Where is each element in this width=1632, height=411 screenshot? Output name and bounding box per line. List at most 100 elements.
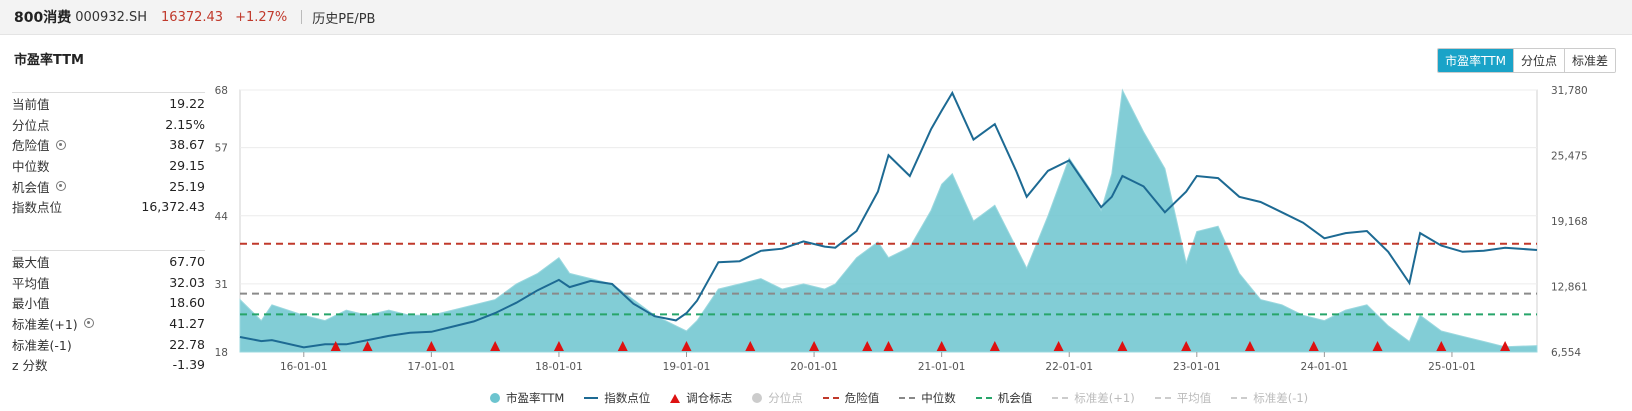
rebalance-marker — [989, 341, 1000, 351]
stat-value: 2.15% — [165, 116, 205, 132]
legend-item[interactable]: 标准差(+1) — [1052, 390, 1135, 406]
legend-label: 中位数 — [921, 391, 956, 405]
right-tick-label: 25,475 — [1551, 150, 1588, 162]
rebalance-marker — [1244, 341, 1255, 351]
stat-row: 最大值 67.70 — [12, 251, 205, 272]
index-change: +1.27% — [235, 9, 288, 25]
rebalance-marker — [1436, 341, 1447, 351]
stat-value: 38.67 — [169, 137, 205, 153]
stat-label: z 分数 — [12, 355, 48, 374]
divider — [301, 10, 303, 24]
x-tick-label: 24-01-01 — [1301, 361, 1349, 373]
legend-item[interactable]: 机会值 — [975, 390, 1032, 406]
legend-item[interactable]: 市盈率TTM — [490, 390, 564, 406]
x-tick-label: 20-01-01 — [790, 361, 838, 373]
rebalance-marker — [1117, 341, 1128, 351]
right-tick-label: 31,780 — [1551, 85, 1588, 97]
rebalance-marker — [862, 341, 873, 351]
history-pe-pb-link[interactable]: 历史PE/PB — [312, 11, 376, 27]
stats-bottom: 最大值 67.70 平均值 32.03 最小值 18.60 标准差(+1) 41.27 标准差(… — [12, 250, 205, 375]
legend-item[interactable]: 分位点 — [752, 390, 803, 406]
settings-gear-icon[interactable] — [55, 139, 66, 150]
legend-dot-icon — [490, 393, 500, 403]
stat-label: 机会值 — [12, 177, 66, 196]
x-tick-label: 21-01-01 — [918, 361, 966, 373]
stat-label-text: z 分数 — [12, 358, 48, 374]
stat-row: 机会值 25.19 — [12, 176, 205, 197]
stat-label-text: 中位数 — [12, 158, 50, 174]
legend-label: 调仓标志 — [686, 391, 733, 405]
stat-label: 最小值 — [12, 293, 50, 312]
stat-row: 标准差(+1) 41.27 — [12, 313, 205, 334]
stat-value: 22.78 — [169, 336, 205, 352]
stat-value: 29.15 — [169, 157, 205, 173]
stat-label-text: 最小值 — [12, 296, 50, 312]
legend-label: 标准差(-1) — [1253, 391, 1309, 405]
metric-button-stddev[interactable]: 标准差 — [1563, 49, 1615, 72]
legend-dash-icon — [1154, 397, 1171, 399]
stat-label-text: 当前值 — [12, 96, 50, 112]
legend-label: 分位点 — [768, 391, 803, 405]
x-tick-label: 22-01-01 — [1045, 361, 1093, 373]
rebalance-marker — [490, 341, 501, 351]
legend-dash-icon — [899, 397, 916, 399]
legend-item[interactable]: 危险值 — [822, 390, 880, 406]
legend: 市盈率TTM 指数点位 调仓标志 分位点 危险值 中位数 机会值 标准差(+1) 平均值 标准差(… — [490, 390, 1328, 406]
stat-label: 指数点位 — [12, 197, 62, 216]
left-tick-label: 18 — [215, 347, 228, 359]
legend-line-icon — [584, 397, 599, 399]
metric-button-percentile[interactable]: 分位点 — [1512, 49, 1564, 72]
stat-label: 分位点 — [12, 115, 50, 134]
x-tick-label: 23-01-01 — [1173, 361, 1221, 373]
stat-value: 41.27 — [169, 315, 205, 331]
stat-label: 中位数 — [12, 156, 50, 175]
legend-item[interactable]: 调仓标志 — [670, 390, 732, 406]
x-tick-label: 19-01-01 — [663, 361, 711, 373]
stat-row: 指数点位 16,372.43 — [12, 196, 205, 217]
left-tick-label: 68 — [215, 85, 228, 97]
rebalance-marker — [617, 341, 628, 351]
stat-row: z 分数 -1.39 — [12, 354, 205, 375]
legend-dash-icon — [822, 397, 839, 399]
rebalance-marker — [330, 341, 341, 351]
rebalance-marker — [1053, 341, 1064, 351]
pe-chart: 18 31 44 57 68 6,554 12,861 19,168 25,475 31,780 1… — [215, 85, 1588, 373]
rebalance-marker — [1181, 341, 1192, 351]
stat-label: 平均值 — [12, 273, 50, 292]
x-tick-label: 17-01-01 — [408, 361, 456, 373]
stat-label-text: 机会值 — [12, 179, 50, 195]
legend-label: 危险值 — [844, 391, 880, 405]
stat-row: 当前值 19.22 — [12, 93, 205, 114]
x-tick-label: 25-01-01 — [1428, 361, 1476, 373]
legend-item[interactable]: 标准差(-1) — [1231, 390, 1308, 406]
right-tick-label: 6,554 — [1551, 347, 1581, 359]
rebalance-marker — [681, 341, 692, 351]
top-bar: 800消费 000932.SH 16372.43 +1.27% 历史PE/PB — [0, 0, 1632, 35]
legend-tri-icon — [670, 393, 681, 403]
rebalance-marker — [362, 341, 373, 351]
stats-top: 当前值 19.22 分位点 2.15% 危险值 38.67 中位数 29.15 机会值 25.19… — [12, 92, 205, 217]
legend-item[interactable]: 中位数 — [899, 390, 956, 406]
stat-label-text: 平均值 — [12, 275, 50, 291]
legend-label: 平均值 — [1176, 391, 1212, 405]
right-tick-label: 12,861 — [1551, 281, 1588, 293]
legend-item[interactable]: 平均值 — [1154, 390, 1212, 406]
stat-label: 标准差(+1) — [12, 314, 94, 333]
stat-value: 16,372.43 — [141, 199, 205, 215]
stat-row: 标准差(-1) 22.78 — [12, 334, 205, 355]
stat-label: 最大值 — [12, 252, 50, 271]
index-line-series — [239, 90, 1538, 349]
stat-row: 平均值 32.03 — [12, 272, 205, 293]
settings-gear-icon[interactable] — [83, 318, 94, 329]
rebalance-marker — [553, 341, 564, 351]
stat-row: 中位数 29.15 — [12, 155, 205, 176]
legend-dash-icon — [1052, 397, 1069, 399]
stat-value: -1.39 — [172, 357, 205, 373]
left-tick-label: 57 — [215, 143, 228, 155]
settings-gear-icon[interactable] — [55, 181, 66, 192]
metric-toggle: 市盈率TTM 分位点 标准差 — [1437, 48, 1616, 73]
metric-button-pe[interactable]: 市盈率TTM — [1438, 49, 1513, 72]
left-tick-label: 31 — [215, 279, 228, 291]
stat-value: 18.60 — [169, 295, 205, 311]
legend-item[interactable]: 指数点位 — [584, 390, 650, 406]
